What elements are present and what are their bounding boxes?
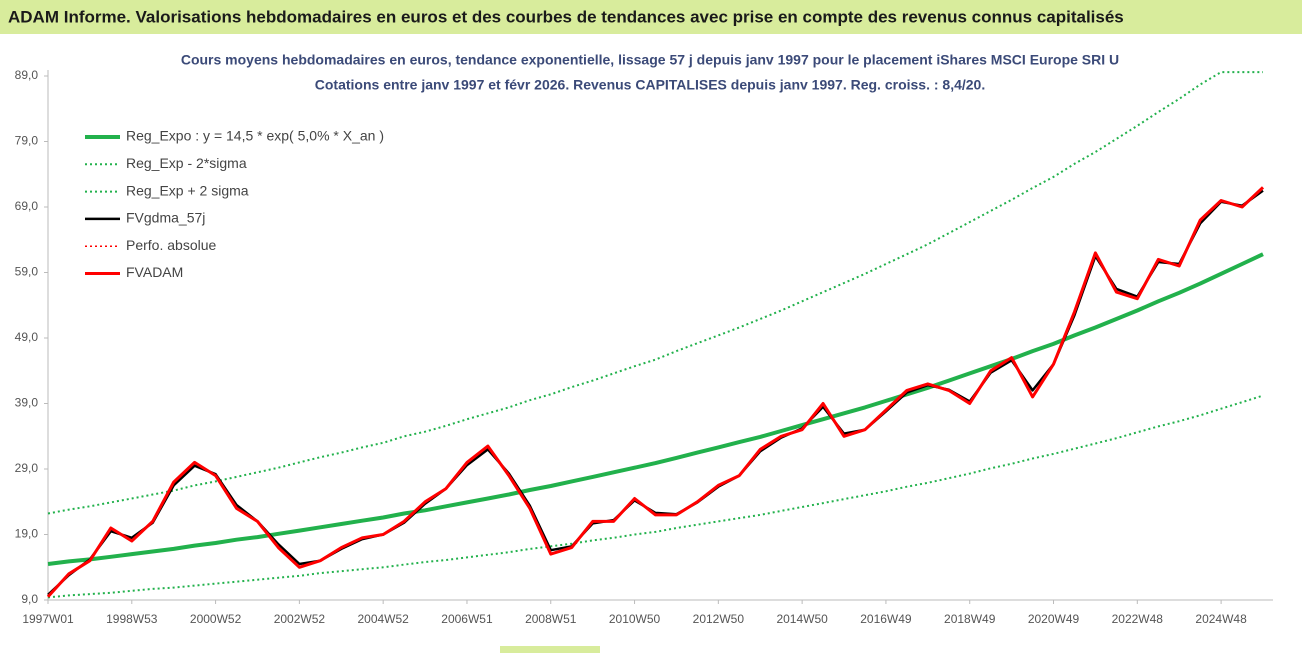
y-tick-label: 59,0 — [15, 265, 39, 279]
y-tick-label: 79,0 — [15, 134, 39, 148]
x-tick-label: 2018W49 — [944, 612, 996, 626]
series-line — [47, 71, 1263, 515]
x-tick-label: 2022W48 — [1112, 612, 1164, 626]
legend-label: Reg_Exp + 2 sigma — [126, 182, 249, 198]
y-tick-label: 29,0 — [15, 461, 39, 475]
x-tick-label: 2024W48 — [1195, 612, 1247, 626]
x-tick-label: 2014W50 — [776, 612, 828, 626]
x-tick-label: 2000W52 — [190, 612, 242, 626]
legend-label: Perfo. absolue — [126, 237, 216, 253]
x-tick-label: 2012W50 — [693, 612, 745, 626]
x-tick-label: 2002W52 — [274, 612, 326, 626]
x-tick-label: 2006W51 — [441, 612, 493, 626]
y-tick-label: 69,0 — [15, 199, 39, 213]
x-tick-label: 1997W01 — [22, 612, 74, 626]
chart-subtitle: Cotations entre janv 1997 et févr 2026. … — [315, 77, 985, 93]
legend-label: Reg_Exp - 2*sigma — [126, 155, 247, 171]
y-tick-label: 19,0 — [15, 527, 39, 541]
y-tick-label: 9,0 — [21, 592, 38, 606]
x-tick-label: 1998W53 — [106, 612, 158, 626]
header-title: ADAM Informe. Valorisations hebdomadaire… — [8, 7, 1124, 26]
y-tick-label: 49,0 — [15, 330, 39, 344]
x-tick-label: 2016W49 — [860, 612, 912, 626]
series-line — [46, 186, 1265, 598]
legend-label: FVADAM — [126, 264, 183, 280]
y-tick-label: 39,0 — [15, 396, 39, 410]
x-tick-label: 2004W52 — [357, 612, 409, 626]
header-bar — [0, 0, 1302, 34]
legend-label: Reg_Expo : y = 14,5 * exp( 5,0% * X_an ) — [126, 128, 384, 144]
x-tick-label: 2010W50 — [609, 612, 661, 626]
footer-bar — [500, 646, 600, 653]
x-tick-label: 2008W51 — [525, 612, 577, 626]
series-line — [47, 394, 1264, 599]
legend-label: FVgdma_57j — [126, 210, 205, 226]
y-tick-label: 89,0 — [15, 68, 39, 82]
series-line — [47, 252, 1264, 566]
x-tick-label: 2020W49 — [1028, 612, 1080, 626]
chart-title: Cours moyens hebdomadaires en euros, ten… — [181, 52, 1119, 68]
